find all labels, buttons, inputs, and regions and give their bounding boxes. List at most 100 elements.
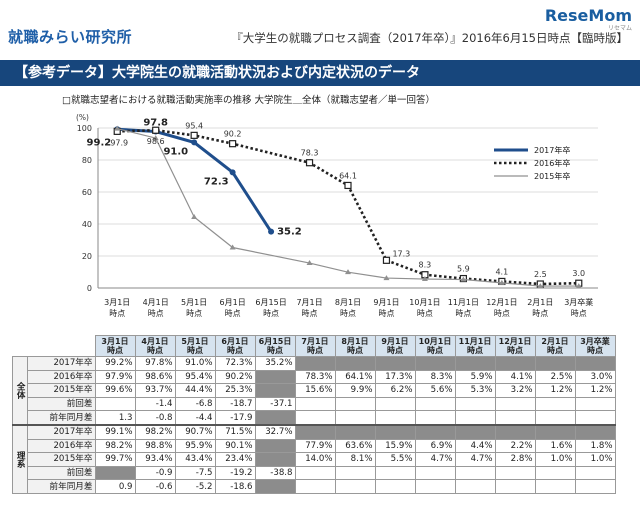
- series-lines: [113, 125, 583, 289]
- table-cell: -18.6: [214, 479, 256, 494]
- table-cell: 5.6%: [414, 383, 456, 398]
- table-cell: [94, 465, 136, 481]
- x-tick-label: 2月1日: [527, 298, 553, 307]
- data-point: [537, 283, 544, 289]
- table-cell: [534, 396, 576, 412]
- column-header-text: 5月1日: [181, 337, 209, 346]
- y-tick-label: 60: [82, 188, 92, 197]
- x-tick-label: 時点: [532, 309, 548, 318]
- x-tick-label: 時点: [378, 309, 394, 318]
- data-point: [305, 159, 314, 167]
- table-cell: [414, 423, 456, 440]
- x-tick-label: 12月1日: [486, 298, 517, 307]
- x-tick-label: 時点: [417, 309, 433, 318]
- data-label: 64.1: [339, 171, 357, 180]
- table-cell: [334, 465, 376, 481]
- table-cell: 4.4%: [454, 438, 496, 454]
- column-header-text: 3月卒業: [580, 337, 610, 346]
- table-cell: 95.4%: [174, 369, 216, 385]
- data-point: [498, 279, 505, 285]
- table-cell: -18.7: [214, 396, 256, 412]
- table-cell: 32.7%: [254, 423, 296, 440]
- table-cell: [494, 423, 536, 440]
- table-cell: 97.9%: [94, 369, 136, 385]
- table-cell: [494, 410, 536, 426]
- table-cell: [414, 479, 456, 494]
- x-tick-label: 9月1日: [373, 298, 399, 307]
- table-cell: 5.9%: [454, 369, 496, 385]
- chart-subtitle: □就職志望者における就職活動実施率の推移 大学院生＿全体（就職志望者／単一回答）: [62, 95, 435, 106]
- data-label: 2.5: [534, 270, 547, 279]
- table-cell: 99.2%: [94, 356, 136, 371]
- column-header-text: 時点: [347, 346, 363, 355]
- data-label: 4.1: [495, 267, 508, 276]
- table-cell: 98.6%: [134, 369, 176, 385]
- y-axis-unit: (%): [76, 113, 89, 122]
- data-point: [229, 169, 236, 176]
- y-tick-label: 20: [82, 252, 92, 261]
- row-label: 2015年卒: [27, 383, 96, 398]
- table-cell: [454, 423, 496, 440]
- x-tick-label: 時点: [109, 309, 125, 318]
- table-cell: [254, 369, 296, 385]
- table-cell: [334, 423, 376, 440]
- table-cell: -17.9: [214, 410, 256, 426]
- column-header: 3月1日 時点: [94, 335, 136, 357]
- data-label: 17.3: [392, 249, 410, 258]
- table-cell: [414, 465, 456, 481]
- table-cell: 1.2%: [534, 383, 576, 398]
- table-cell: 1.8%: [574, 438, 616, 454]
- table-cell: 1.2%: [574, 383, 616, 398]
- table-row: 全体 2017年卒 99.2% 97.8% 91.0% 72.3% 35.2%: [11, 355, 616, 426]
- table-cell: 0.9: [94, 479, 136, 494]
- table-cell: [454, 479, 496, 494]
- x-tick-label: 時点: [225, 309, 241, 318]
- table-cell: [574, 479, 616, 494]
- column-header: 4月1日 時点: [134, 335, 176, 357]
- x-tick-label: 時点: [302, 309, 318, 318]
- table-cell: 8.3%: [414, 369, 456, 385]
- column-header-text: 時点: [107, 346, 123, 355]
- table-cell: [374, 423, 416, 440]
- table-cell: [534, 465, 576, 481]
- table-corner: [12, 335, 95, 357]
- column-header-text: 時点: [507, 346, 523, 355]
- x-tick-label: 時点: [571, 309, 587, 318]
- column-header-text: 時点: [587, 346, 603, 355]
- x-tick-label: 時点: [455, 309, 471, 318]
- row-label: 2015年卒: [27, 452, 96, 467]
- table-cell: 9.9%: [334, 383, 376, 398]
- table-cell: -0.8: [134, 410, 176, 426]
- table-cell: [414, 356, 456, 371]
- column-header-text: 6月1日: [221, 337, 249, 346]
- column-header-text: 8月1日: [341, 337, 369, 346]
- data-point: [190, 131, 198, 139]
- x-tick-label: 6月15日: [255, 298, 286, 307]
- table-cell: 4.7%: [414, 452, 456, 467]
- y-axis: 0 20 40 60 80 100 (%): [76, 113, 99, 293]
- x-tick-label: 10月1日: [409, 298, 440, 307]
- data-label: 97.8: [143, 118, 168, 129]
- data-point: [421, 276, 428, 282]
- table-cell: 43.4%: [174, 452, 216, 467]
- table-row: 2015年卒 99.7% 93.4% 43.4% 23.4% 14.0% 8.1% 5.5% 4…: [13, 452, 616, 467]
- table-cell: 98.2%: [134, 423, 176, 440]
- y-tick-label: 100: [77, 124, 92, 133]
- table-cell: 93.4%: [134, 452, 176, 467]
- row-label: 2016年卒: [27, 438, 96, 454]
- site-logo[interactable]: ReseMom リセマム: [545, 6, 632, 32]
- table-cell: 2.5%: [534, 369, 576, 385]
- column-header-text: 時点: [227, 346, 243, 355]
- data-point: [268, 228, 275, 235]
- table-cell: 25.3%: [214, 383, 256, 398]
- table-cell: 35.2%: [254, 356, 296, 371]
- table-cell: 15.6%: [294, 383, 336, 398]
- table-cell: 4.1%: [494, 369, 536, 385]
- data-label: 90.2: [224, 130, 242, 139]
- table-header-row: 3月1日 時点 4月1日 時点 5月1日 時点 6月1日 時点 6月15日 時点 7月1日 時点 8月1…: [12, 335, 616, 357]
- table-cell: 99.6%: [94, 383, 136, 398]
- table-cell: [374, 396, 416, 412]
- column-header-text: 6月15日: [258, 337, 292, 346]
- table-cell: 3.0%: [574, 369, 616, 385]
- table-cell: 4.7%: [454, 452, 496, 467]
